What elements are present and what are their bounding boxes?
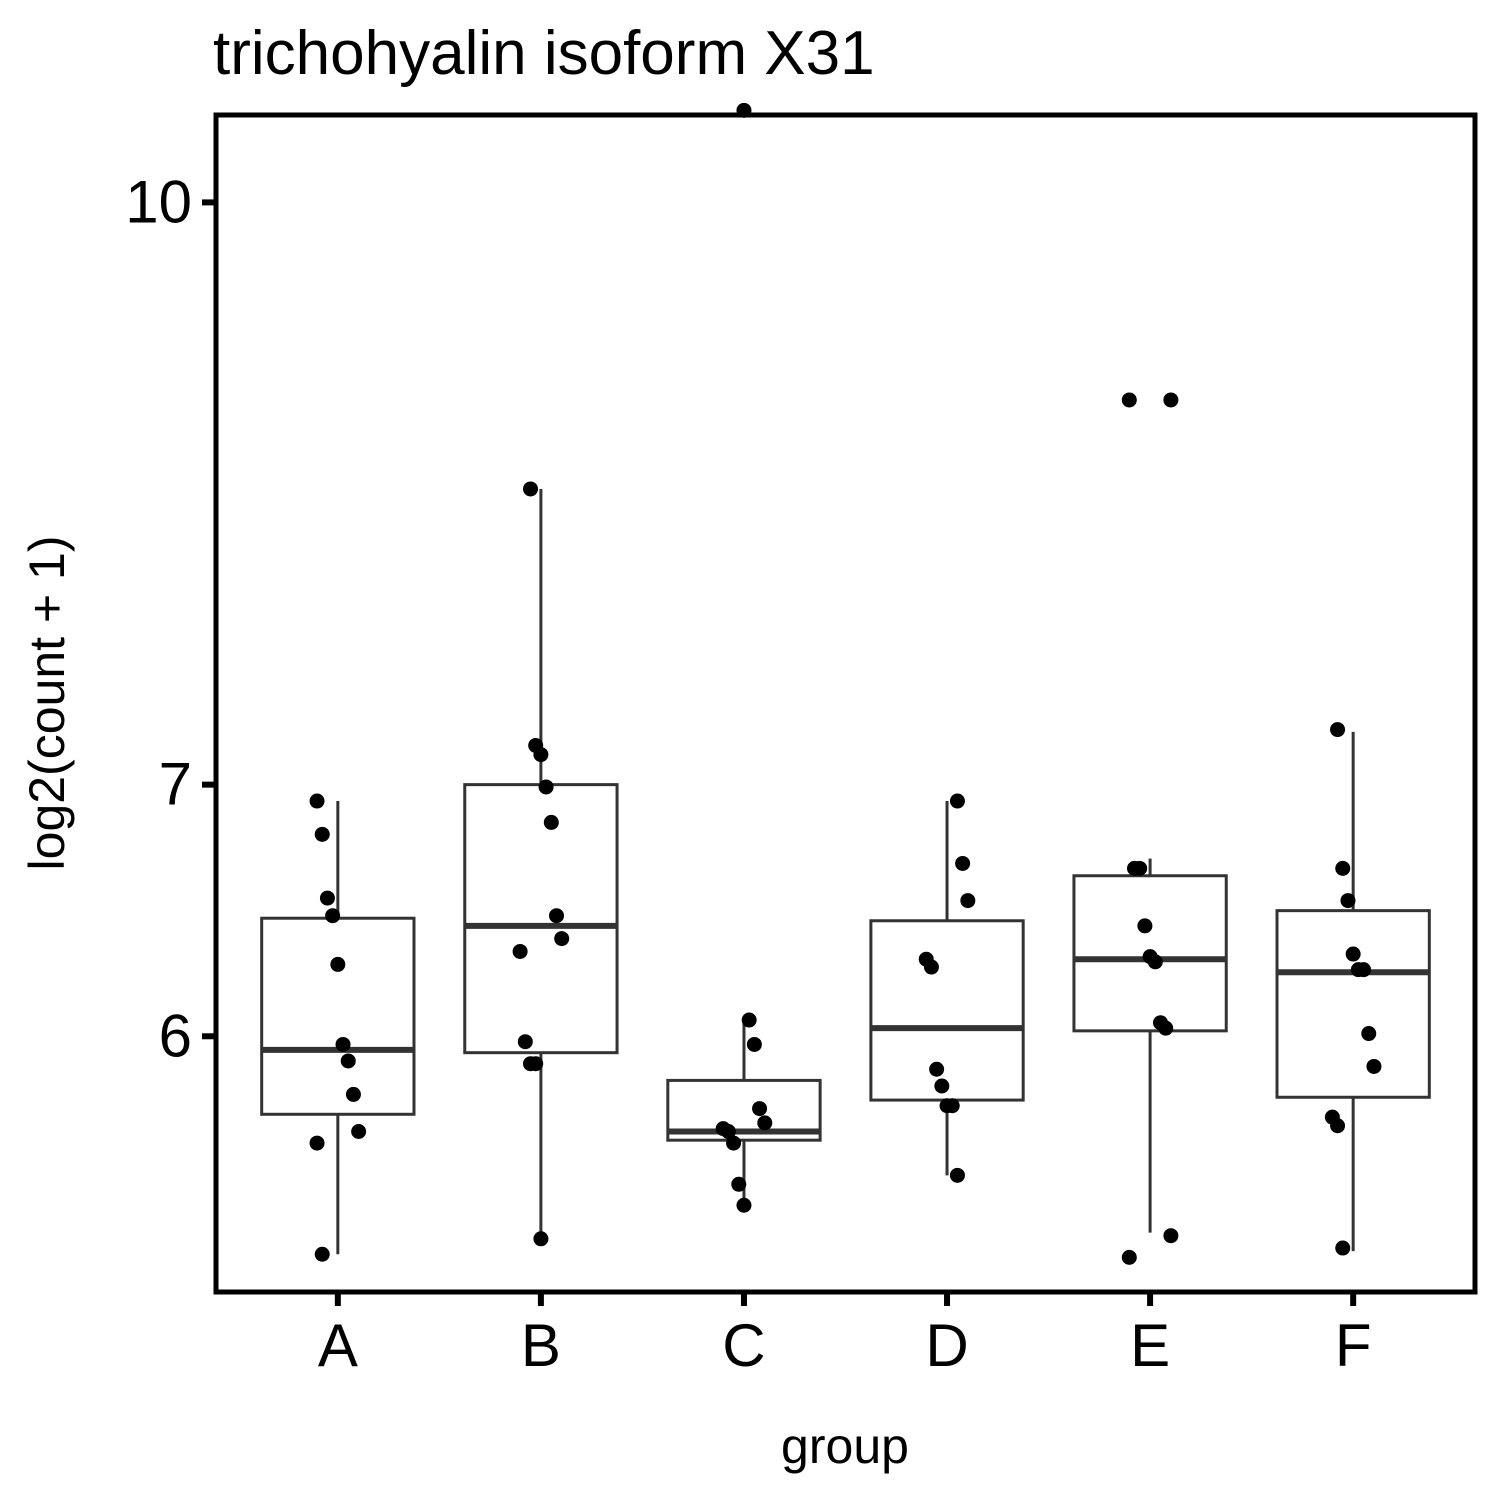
data-point	[1147, 954, 1163, 970]
box	[869, 919, 1025, 1102]
data-point	[1330, 1118, 1346, 1134]
data-point	[923, 959, 939, 975]
points-A	[309, 793, 367, 1262]
data-point	[330, 956, 346, 972]
boxplot-F	[1275, 731, 1431, 1252]
plot-frame	[213, 112, 1478, 1295]
data-point	[543, 814, 559, 830]
data-point	[1356, 962, 1372, 978]
data-point	[1335, 860, 1351, 876]
data-point	[746, 1036, 762, 1052]
data-point	[757, 1115, 773, 1131]
data-point	[949, 1167, 965, 1183]
boxplot-B	[463, 488, 619, 1239]
data-point	[1163, 1228, 1179, 1244]
data-point	[1132, 860, 1148, 876]
data-point	[523, 481, 539, 497]
data-point	[741, 1012, 757, 1028]
data-point	[736, 1197, 752, 1213]
points-F	[1324, 722, 1382, 1256]
data-point	[934, 1078, 950, 1094]
data-point	[949, 793, 965, 809]
data-point	[351, 1124, 367, 1140]
plot-area	[260, 102, 1431, 1265]
data-point	[528, 1056, 544, 1072]
box	[463, 783, 619, 1055]
boxplot-C	[666, 1020, 822, 1206]
data-point	[944, 1098, 960, 1114]
x-tick-label: B	[521, 1312, 561, 1379]
data-point	[1361, 1026, 1377, 1042]
x-tick-label: A	[318, 1312, 358, 1379]
data-point	[1345, 946, 1361, 962]
data-point	[720, 1124, 736, 1140]
points-B	[512, 481, 570, 1247]
data-point	[1366, 1058, 1382, 1074]
data-point	[554, 931, 570, 947]
y-tick-label: 6	[159, 1002, 192, 1069]
data-point	[533, 747, 549, 763]
box	[1275, 909, 1431, 1099]
data-point	[929, 1061, 945, 1077]
data-point	[319, 890, 335, 906]
data-point	[340, 1053, 356, 1069]
x-axis-label: group	[781, 1418, 909, 1474]
y-tick-label: 10	[125, 168, 192, 235]
chart-title: trichohyalin isoform X31	[213, 19, 875, 88]
data-point	[1335, 1240, 1351, 1256]
data-point	[538, 779, 554, 795]
data-point	[960, 893, 976, 909]
boxplot-A	[260, 801, 416, 1255]
x-tick-label: C	[722, 1312, 765, 1379]
points-E	[1121, 392, 1179, 1265]
data-point	[533, 1231, 549, 1247]
data-point	[1340, 893, 1356, 909]
data-point	[314, 1246, 330, 1262]
boxplot-D	[869, 801, 1025, 1176]
data-point	[726, 1135, 742, 1151]
data-point	[314, 826, 330, 842]
data-point	[1158, 1020, 1174, 1036]
box	[260, 916, 416, 1116]
y-tick-label: 7	[159, 751, 192, 818]
data-point	[309, 793, 325, 809]
points-D	[918, 793, 976, 1183]
data-point	[955, 855, 971, 871]
data-point	[752, 1101, 768, 1117]
data-point	[309, 1135, 325, 1151]
data-point	[1121, 1249, 1137, 1265]
axes: 6 7 10 A B C D E F	[125, 168, 1371, 1379]
data-point	[1137, 918, 1153, 934]
data-point	[1330, 722, 1346, 738]
data-point	[549, 908, 565, 924]
data-point	[731, 1176, 747, 1192]
x-tick-label: E	[1130, 1312, 1170, 1379]
y-axis-label: log2(count + 1)	[19, 536, 75, 871]
data-point	[335, 1036, 351, 1052]
data-point	[517, 1034, 533, 1050]
data-point	[1163, 392, 1179, 408]
x-tick-label: D	[925, 1312, 968, 1379]
data-point	[325, 908, 341, 924]
data-point	[1121, 392, 1137, 408]
data-point	[512, 943, 528, 959]
data-point	[345, 1086, 361, 1102]
x-tick-label: F	[1335, 1312, 1372, 1379]
